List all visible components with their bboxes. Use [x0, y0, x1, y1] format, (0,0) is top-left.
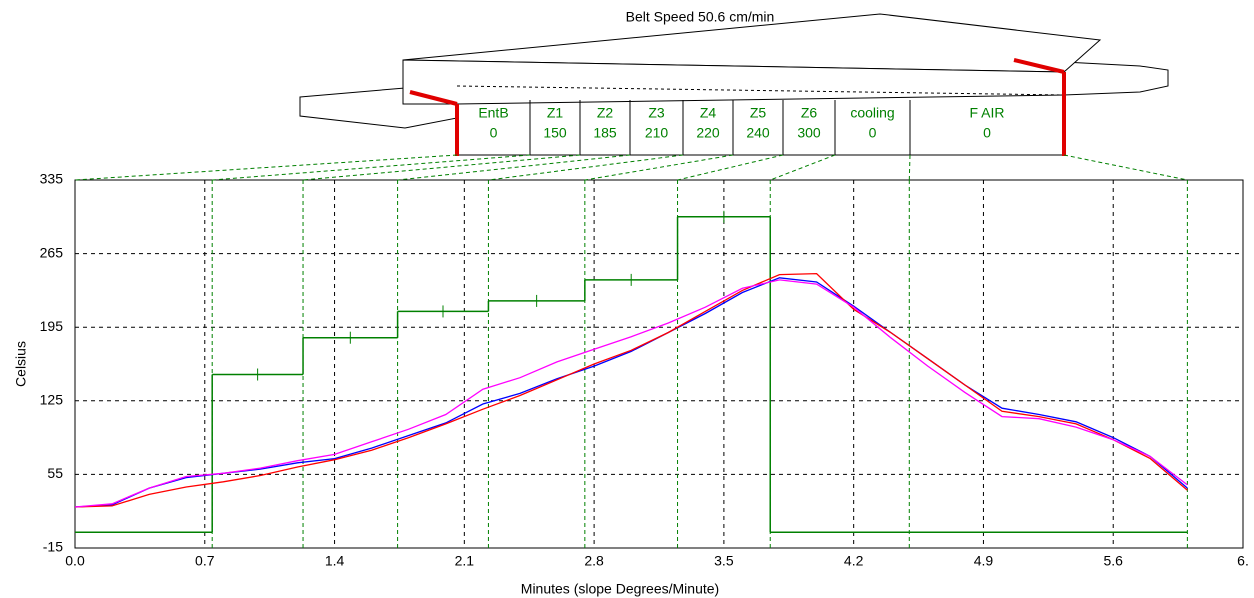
zone-setpoint: 150 — [543, 125, 567, 141]
oven-edge — [456, 94, 1065, 105]
zone-setpoint: 240 — [746, 125, 770, 141]
zone-name: Z4 — [700, 105, 717, 121]
zone-setpoint: 0 — [869, 125, 877, 141]
x-tick-label: 0.0 — [65, 553, 85, 569]
profile-line — [74, 279, 1188, 508]
y-tick-label: 265 — [40, 244, 64, 260]
zone-name: Z6 — [801, 105, 818, 121]
x-tick-label: 5.6 — [1103, 553, 1123, 569]
y-tick-label: 335 — [40, 171, 64, 187]
chart-title: Belt Speed 50.6 cm/min — [626, 9, 775, 25]
zone-setpoint: 185 — [593, 125, 617, 141]
x-tick-label: 2.8 — [584, 553, 604, 569]
zone-name: EntB — [478, 105, 508, 121]
x-tick-label: 4.2 — [844, 553, 864, 569]
oven-edge — [456, 85, 1065, 96]
y-tick-label: 125 — [40, 392, 64, 408]
zone-connector — [74, 154, 458, 181]
y-tick-label: 55 — [47, 465, 63, 481]
x-tick-label: 1.4 — [325, 553, 345, 569]
zone-setpoint: 210 — [645, 125, 669, 141]
zone-name: Z5 — [750, 105, 767, 121]
zone-name: Z2 — [597, 105, 614, 121]
x-tick-label: 6. — [1237, 553, 1249, 569]
zone-setpoint: 0 — [983, 125, 991, 141]
plot-border — [74, 179, 1244, 549]
zone-connector — [488, 154, 684, 181]
y-axis-label: Celsius — [13, 341, 29, 387]
zone-connector — [302, 154, 581, 181]
entry-marker — [409, 90, 458, 106]
x-tick-label: 0.7 — [195, 553, 215, 569]
zone-name: cooling — [850, 105, 894, 121]
entry-exit-markers — [409, 58, 1066, 156]
zone-setpoint: 0 — [490, 125, 498, 141]
y-tick-label: -15 — [43, 539, 63, 555]
zone-name: F AIR — [969, 105, 1004, 121]
zone-name: Z1 — [547, 105, 564, 121]
profile-line — [74, 272, 1188, 508]
x-tick-label: 3.5 — [714, 553, 734, 569]
zone-connector — [397, 154, 631, 181]
zone-connector — [770, 154, 836, 181]
zone-setpoint: 300 — [797, 125, 821, 141]
profile-line — [74, 277, 1188, 508]
exit-marker — [1013, 58, 1065, 74]
x-tick-label: 4.9 — [974, 553, 994, 569]
zone-setpoint: 220 — [696, 125, 720, 141]
x-axis-label: Minutes (slope Degrees/Minute) — [521, 581, 719, 597]
x-tick-label: 2.1 — [455, 553, 475, 569]
y-tick-label: 195 — [40, 318, 64, 334]
zone-name: Z3 — [648, 105, 665, 121]
